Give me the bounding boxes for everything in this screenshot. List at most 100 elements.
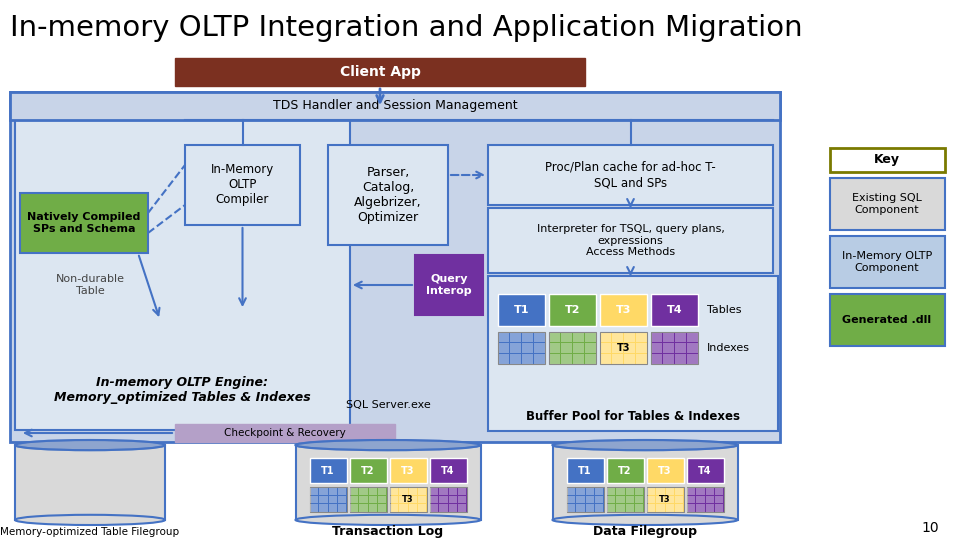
Bar <box>399 504 407 511</box>
Bar <box>601 354 612 363</box>
Ellipse shape <box>15 515 165 525</box>
Bar <box>498 332 545 364</box>
Bar <box>309 487 347 512</box>
Bar <box>549 332 596 364</box>
Text: T3: T3 <box>615 305 631 315</box>
Text: T3: T3 <box>659 465 672 476</box>
Bar <box>635 488 643 495</box>
Bar <box>409 488 417 495</box>
Ellipse shape <box>15 440 165 450</box>
Text: Non-durable
Table: Non-durable Table <box>56 274 125 296</box>
Bar <box>430 496 439 503</box>
Bar <box>390 487 426 512</box>
Bar <box>665 504 674 511</box>
Bar <box>429 487 467 512</box>
Text: T4: T4 <box>698 465 711 476</box>
Bar <box>418 488 426 495</box>
Bar <box>585 354 595 363</box>
Text: Query
Interop: Query Interop <box>426 274 471 296</box>
Bar <box>600 332 647 364</box>
Bar <box>390 487 426 512</box>
Ellipse shape <box>553 440 737 450</box>
Bar <box>553 445 737 520</box>
Bar <box>349 487 387 512</box>
Bar <box>663 354 674 363</box>
Bar <box>350 496 358 503</box>
Bar <box>448 496 457 503</box>
Bar <box>607 487 643 512</box>
Bar <box>626 504 634 511</box>
Bar <box>309 487 347 512</box>
Bar <box>350 488 358 495</box>
Bar <box>511 354 521 363</box>
Bar <box>429 487 467 512</box>
Bar <box>418 496 426 503</box>
Bar <box>338 504 346 511</box>
Bar <box>607 487 643 512</box>
Bar <box>696 496 705 503</box>
Bar <box>595 488 603 495</box>
Bar <box>616 488 625 495</box>
Bar <box>562 343 572 353</box>
Text: Client App: Client App <box>340 65 420 79</box>
Bar <box>440 496 447 503</box>
Bar <box>686 333 698 342</box>
Bar <box>488 145 773 205</box>
Bar <box>338 496 346 503</box>
Bar <box>624 354 635 363</box>
Bar <box>349 487 387 512</box>
Bar <box>607 487 643 512</box>
Bar <box>369 504 376 511</box>
Bar <box>646 458 684 483</box>
Bar <box>390 504 398 511</box>
Bar <box>175 58 585 86</box>
Text: Transaction Log: Transaction Log <box>332 525 444 538</box>
Ellipse shape <box>553 440 737 450</box>
Text: T4: T4 <box>442 465 455 476</box>
Bar <box>328 504 337 511</box>
Bar <box>549 354 561 363</box>
Bar <box>185 145 300 225</box>
Bar <box>595 496 603 503</box>
Bar <box>349 487 387 512</box>
Bar <box>706 504 713 511</box>
Bar <box>349 487 387 512</box>
Bar <box>657 496 664 503</box>
Bar <box>511 343 521 353</box>
Bar <box>567 496 575 503</box>
Bar <box>549 343 561 353</box>
Text: SQL Server.exe: SQL Server.exe <box>346 400 430 410</box>
Bar <box>359 496 368 503</box>
Bar <box>646 487 684 512</box>
Bar <box>549 332 596 364</box>
Bar <box>675 504 683 511</box>
Bar <box>600 332 647 364</box>
Bar <box>349 487 387 512</box>
Bar <box>566 487 604 512</box>
Text: Data Filegroup: Data Filegroup <box>593 525 697 538</box>
Bar <box>635 496 643 503</box>
Bar <box>562 354 572 363</box>
Bar <box>549 332 596 364</box>
Bar <box>534 343 544 353</box>
Bar <box>498 354 509 363</box>
Bar <box>429 487 467 512</box>
Bar <box>624 333 635 342</box>
Bar <box>377 496 386 503</box>
Bar <box>511 333 521 342</box>
Bar <box>686 487 724 512</box>
Bar <box>390 487 426 512</box>
Bar <box>646 487 684 512</box>
Bar <box>675 354 685 363</box>
Text: In-Memory
OLTP
Compiler: In-Memory OLTP Compiler <box>211 164 275 206</box>
Text: Parser,
Catalog,
Algebrizer,
Optimizer: Parser, Catalog, Algebrizer, Optimizer <box>354 166 421 224</box>
Bar <box>338 488 346 495</box>
Text: Memory-optimized Table Filegroup: Memory-optimized Table Filegroup <box>0 527 180 537</box>
Bar <box>522 343 533 353</box>
Ellipse shape <box>553 515 737 525</box>
Bar <box>399 496 407 503</box>
Bar <box>647 496 656 503</box>
Bar <box>675 488 683 495</box>
Bar <box>576 504 585 511</box>
Text: T2: T2 <box>564 305 580 315</box>
